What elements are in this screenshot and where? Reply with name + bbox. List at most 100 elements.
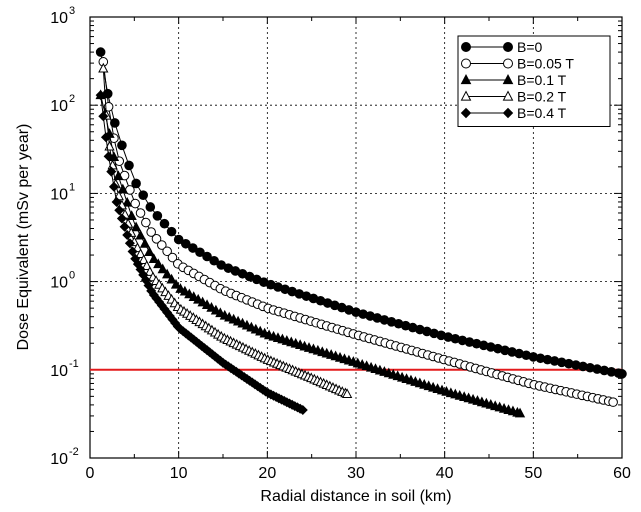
legend: B=0B=0.05 TB=0.1 TB=0.2 TB=0.4 T (457, 35, 611, 127)
data-point (95, 47, 106, 57)
legend-marker (461, 42, 471, 52)
data-point (162, 268, 173, 279)
legend-marker (461, 58, 471, 69)
y-tick-label: 10 (50, 275, 68, 292)
data-point (162, 246, 172, 257)
legend-marker (503, 42, 513, 52)
data-point (124, 160, 134, 171)
y-tick-label: 10 (50, 363, 68, 380)
data-point (127, 246, 138, 257)
data-point (110, 118, 120, 128)
data-point (141, 217, 151, 228)
data-point (111, 196, 122, 207)
data-point (342, 388, 353, 399)
data-point (146, 227, 156, 237)
data-point (173, 234, 184, 245)
data-point (157, 263, 168, 274)
data-point (145, 202, 156, 212)
x-tick-label: 20 (258, 465, 276, 482)
data-point (144, 246, 155, 256)
data-point (195, 247, 205, 258)
series-1 (98, 57, 618, 407)
data-point (122, 229, 133, 240)
data-point (117, 183, 128, 194)
legend-marker (460, 73, 472, 85)
x-tick-label: 60 (613, 465, 631, 482)
data-point (106, 166, 117, 177)
data-point (113, 170, 124, 181)
data-point (153, 258, 164, 269)
x-tick-label: 0 (86, 465, 95, 482)
data-point (114, 205, 125, 216)
data-point (131, 178, 141, 189)
data-point (103, 101, 114, 112)
data-point (95, 90, 106, 101)
data-point (116, 213, 127, 224)
y-tick-label: 10 (50, 186, 68, 203)
data-point (100, 132, 111, 143)
data-point (130, 221, 142, 232)
legend-marker (460, 107, 472, 119)
x-axis-label: Radial distance in soil (km) (260, 488, 451, 505)
legend-marker (460, 90, 472, 101)
legend-label: B=0.2 T (517, 89, 567, 105)
data-point (135, 229, 146, 240)
data-point (167, 252, 178, 263)
data-point (139, 237, 151, 248)
series-3 (98, 62, 353, 399)
legend-marker (502, 73, 514, 85)
data-point (98, 62, 109, 73)
data-point (608, 397, 618, 407)
y-tick-exponent: 0 (69, 270, 75, 282)
data-point (135, 248, 146, 259)
y-tick-exponent: 1 (69, 181, 75, 193)
data-point (188, 243, 198, 253)
data-point (148, 253, 159, 264)
legend-marker (502, 107, 514, 119)
data-point (151, 234, 162, 244)
data-point (166, 273, 177, 284)
data-point (514, 407, 526, 418)
data-point (159, 218, 170, 229)
data-point (124, 238, 135, 249)
data-point (170, 278, 182, 289)
x-tick-label: 50 (524, 465, 542, 482)
data-point (103, 151, 114, 162)
y-axis-label: Dose Equivalent (mSv per year) (15, 124, 32, 351)
x-tick-label: 30 (347, 465, 365, 482)
data-point (180, 238, 191, 249)
data-point (117, 140, 127, 151)
y-tick-exponent: 2 (69, 93, 75, 105)
legend-label: B=0 (517, 39, 543, 55)
x-tick-label: 10 (170, 465, 188, 482)
data-point (157, 240, 167, 250)
data-point (209, 255, 219, 266)
series-layer (95, 47, 627, 418)
data-point (119, 221, 130, 232)
y-tick-exponent: -2 (69, 446, 79, 458)
data-point (98, 111, 109, 122)
data-point (135, 208, 146, 218)
y-tick-exponent: 3 (69, 5, 75, 17)
legend-box (457, 35, 611, 127)
data-point (202, 251, 212, 262)
data-point (152, 211, 163, 221)
y-tick-label: 10 (50, 451, 68, 468)
data-point (138, 190, 148, 201)
series-4 (95, 90, 308, 416)
data-point (617, 369, 627, 379)
series-2 (95, 89, 526, 418)
legend-label: B=0.4 T (517, 105, 567, 121)
legend-marker (503, 58, 513, 69)
data-point (141, 260, 152, 270)
data-point (130, 198, 141, 209)
data-point (138, 254, 149, 264)
legend-label: B=0.1 T (517, 72, 567, 88)
y-tick-label: 10 (50, 10, 68, 27)
data-point (108, 181, 119, 192)
legend-label: B=0.05 T (517, 56, 574, 72)
y-tick-exponent: -1 (69, 358, 79, 370)
legend-marker (502, 90, 514, 101)
